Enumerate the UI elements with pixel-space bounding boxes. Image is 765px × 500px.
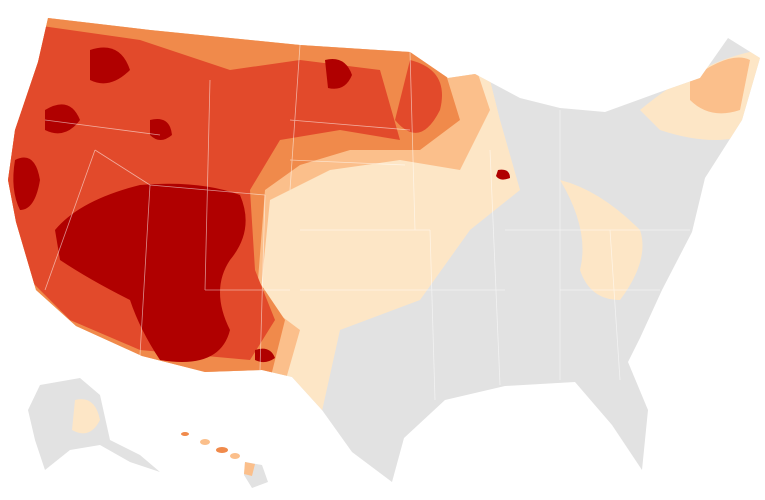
exceptional-area	[13, 157, 41, 210]
exceptional-area	[45, 104, 80, 134]
drought-layers	[8, 18, 760, 420]
exceptional-area	[55, 183, 246, 362]
dry-area	[560, 180, 643, 300]
exceptional-area	[90, 47, 130, 84]
hawaii	[181, 432, 268, 488]
extreme-area	[395, 60, 442, 133]
exceptional-area	[325, 59, 352, 89]
dry-area	[72, 399, 100, 434]
state-borders	[44, 44, 690, 401]
exceptional-area	[496, 169, 510, 180]
moderate-area	[690, 57, 750, 114]
